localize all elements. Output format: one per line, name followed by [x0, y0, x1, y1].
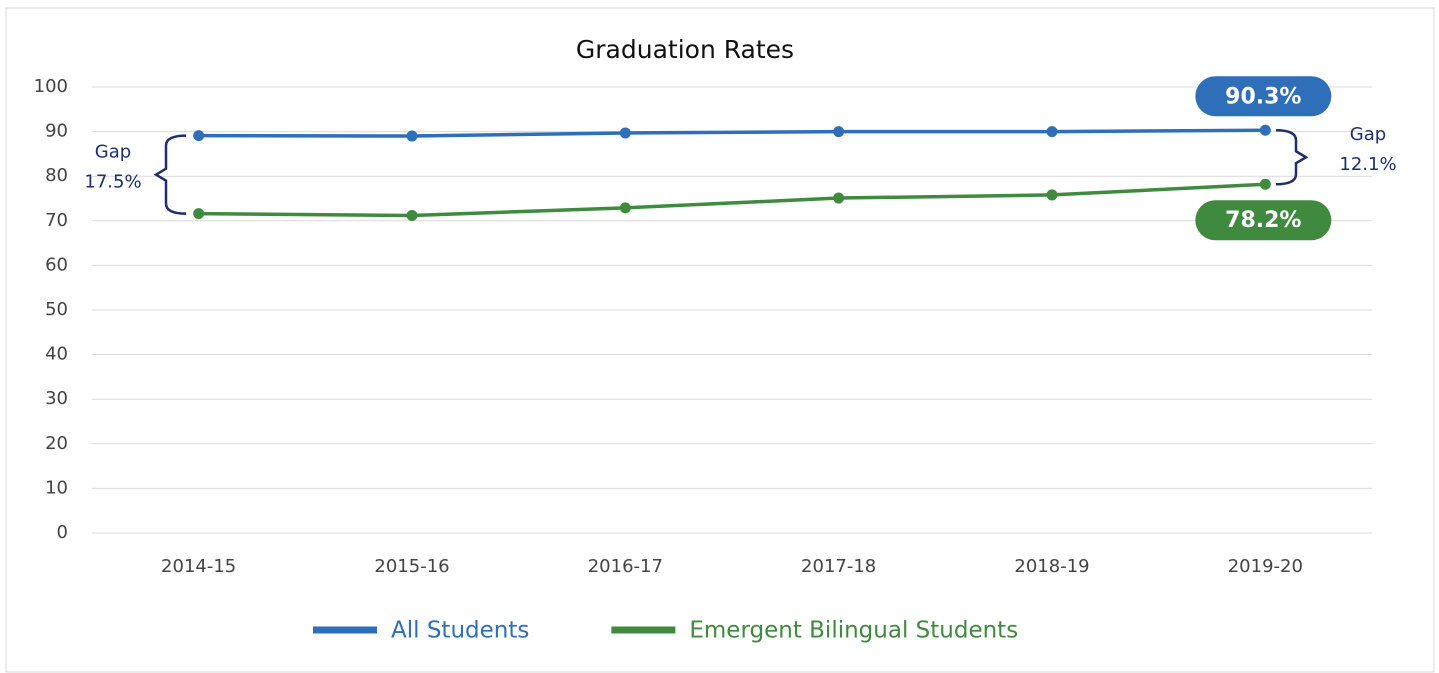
y-tick-label: 20: [45, 433, 68, 454]
point: [833, 126, 845, 138]
point: [406, 130, 418, 142]
y-tick-label: 90: [45, 121, 68, 142]
y-tick-label: 70: [45, 210, 68, 231]
point: [1259, 124, 1271, 136]
y-tick-label: 10: [45, 477, 68, 498]
point: [1046, 126, 1058, 138]
value-label-bg: [1195, 76, 1332, 117]
y-tick-label: 0: [57, 522, 68, 543]
value-label: 78.2%: [1225, 208, 1301, 233]
x-tick-label: 2018-19: [1014, 556, 1089, 577]
y-tick-label: 60: [45, 254, 68, 275]
x-tick-label: 2017-18: [801, 556, 876, 577]
legend-label: All Students: [391, 618, 529, 644]
gap-bracket: [1275, 129, 1309, 186]
x-tick-label: 2014-15: [161, 556, 236, 577]
x-tick-label: 2019-20: [1228, 556, 1303, 577]
point: [619, 202, 631, 214]
series-line: [198, 128, 1266, 138]
point: [1046, 189, 1058, 201]
value-label: 90.3%: [1225, 84, 1301, 109]
point: [619, 127, 631, 139]
x-tick-label: 2015-16: [374, 556, 449, 577]
y-tick-label: 30: [45, 388, 68, 409]
point: [1259, 178, 1271, 190]
y-tick-label: 100: [34, 76, 68, 97]
legend-label: Emergent Bilingual Students: [689, 618, 1018, 644]
y-tick-label: 80: [45, 165, 68, 186]
annotation-label: Gap: [95, 142, 131, 163]
series-line: [198, 182, 1266, 218]
point: [193, 130, 205, 142]
point: [833, 192, 845, 204]
point: [406, 209, 418, 221]
annotation-label: Gap: [1350, 124, 1386, 145]
y-tick-label: 40: [45, 344, 68, 365]
value-label-bg: [1195, 200, 1332, 241]
gap-bracket: [153, 134, 187, 215]
annotation-value: 17.5%: [84, 172, 141, 193]
y-tick-label: 50: [45, 299, 68, 320]
x-tick-label: 2016-17: [588, 556, 663, 577]
annotation-value: 12.1%: [1339, 154, 1396, 175]
chart-title: Graduation Rates: [576, 35, 794, 64]
point: [193, 208, 205, 220]
chart-border: [5, 7, 1435, 673]
